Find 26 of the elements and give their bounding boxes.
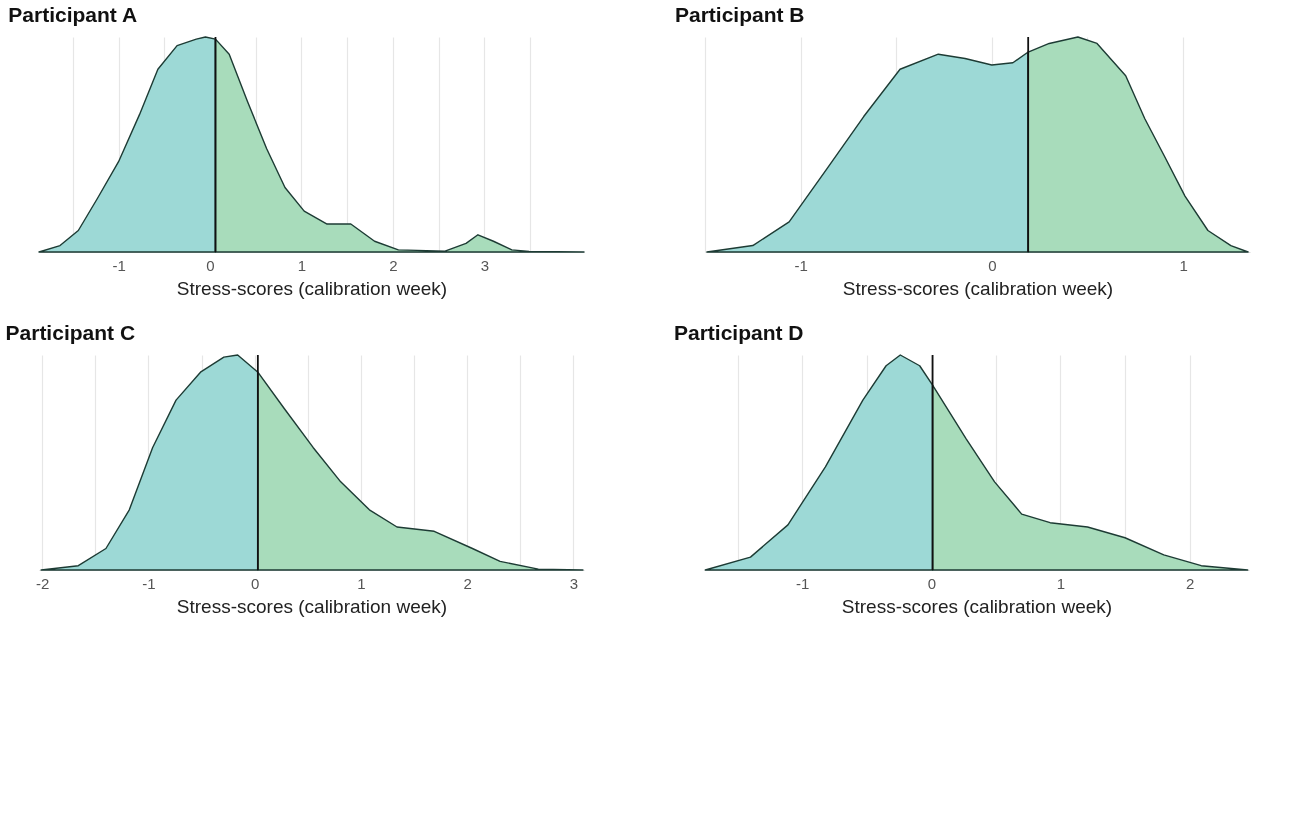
- chart-title: Participant C: [5, 321, 136, 345]
- chart-title: Participant B: [675, 3, 805, 27]
- x-tick-label: 1: [297, 256, 307, 274]
- x-tick-label: -2: [36, 574, 50, 592]
- x-tick-label: 3: [480, 256, 489, 274]
- x-tick-label: -1: [112, 256, 126, 274]
- x-tick-label: -1: [142, 574, 156, 592]
- x-axis-title: Stress-scores (calibration week): [176, 595, 448, 617]
- x-tick-label: 0: [927, 574, 936, 592]
- x-tick-label: 2: [463, 574, 472, 592]
- x-tick-label: 0: [988, 256, 997, 274]
- x-tick-label: 2: [1185, 574, 1195, 592]
- x-tick-label: 3: [569, 574, 579, 592]
- chart-title: Participant D: [674, 321, 804, 345]
- x-tick-label: 1: [1179, 256, 1188, 274]
- x-axis-title: Stress-scores (calibration week): [176, 277, 448, 299]
- x-tick-label: 1: [1056, 574, 1066, 592]
- x-axis-title: Stress-scores (calibration week): [841, 595, 1113, 617]
- x-tick-label: -1: [794, 256, 808, 274]
- x-tick-label: -1: [795, 574, 810, 592]
- x-tick-label: 0: [250, 574, 260, 592]
- chart-title: Participant A: [8, 3, 138, 27]
- x-axis-title: Stress-scores (calibration week): [842, 277, 1114, 299]
- x-tick-label: 1: [357, 574, 366, 592]
- x-tick-label: 2: [389, 256, 398, 274]
- x-tick-label: 0: [206, 256, 215, 274]
